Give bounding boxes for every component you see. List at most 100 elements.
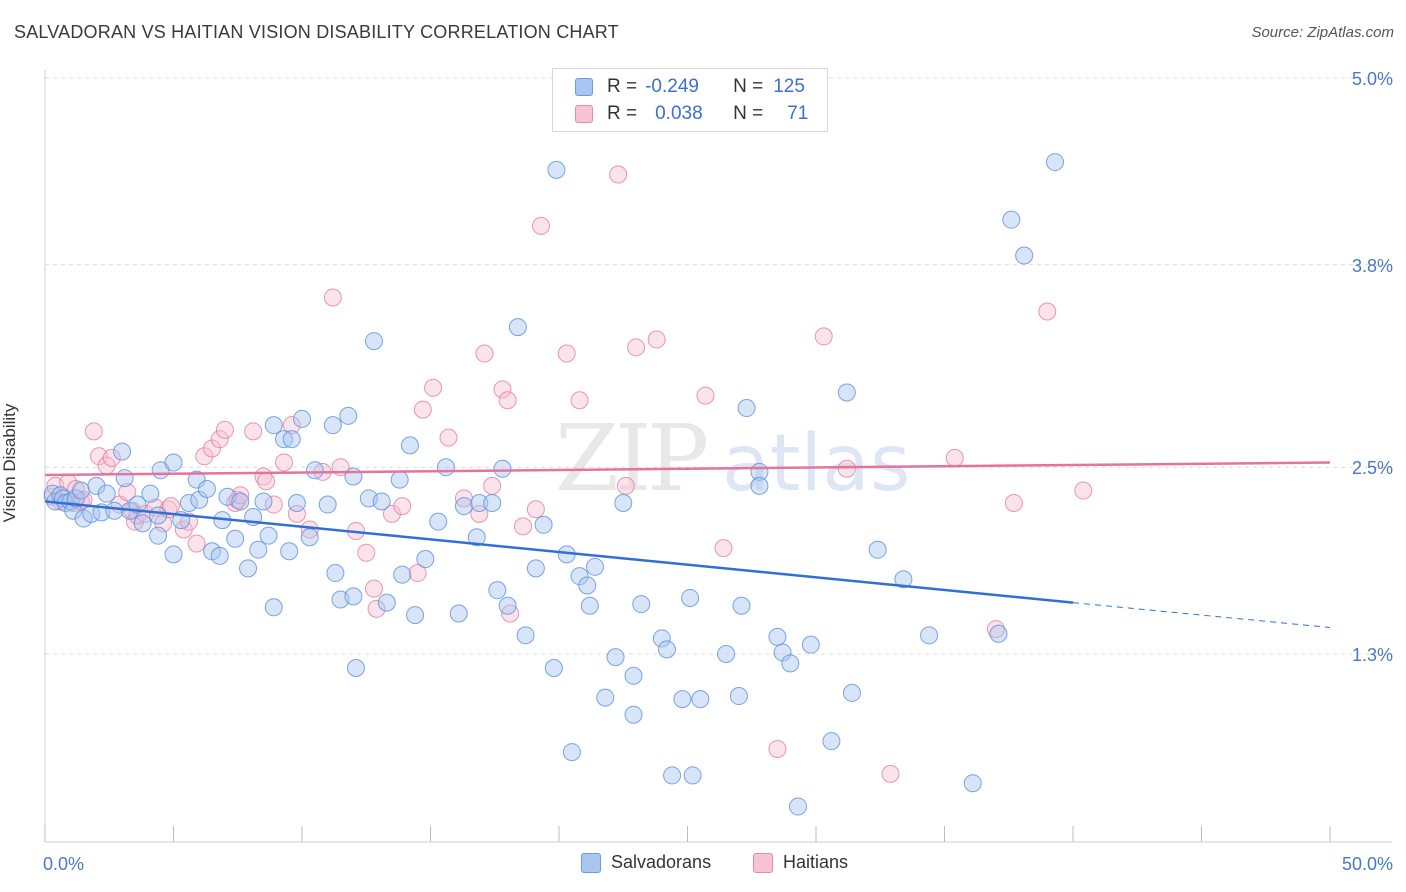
haitian-point <box>881 764 900 783</box>
haitian-point <box>323 288 342 307</box>
watermark-atlas: atlas <box>722 419 911 509</box>
salvadoran-point <box>164 545 183 564</box>
salvadoran-point <box>578 576 597 595</box>
haitian-point <box>203 439 222 458</box>
salvadoran-point <box>737 399 756 418</box>
haitian-point <box>282 416 301 435</box>
haitian-point <box>1074 481 1093 500</box>
haitian-point <box>102 448 121 467</box>
haitian-point <box>84 422 103 441</box>
salvadoran-point <box>231 492 250 511</box>
salvadoran-point <box>264 598 283 617</box>
salvadoran-point <box>570 567 589 586</box>
x-tick-label: 0.0% <box>43 854 84 874</box>
bottom-legend-salvadorans: Salvadorans <box>581 852 711 873</box>
salvadoran-point <box>390 470 409 489</box>
salvadoran-point <box>488 581 507 600</box>
trend-lines <box>44 461 1331 629</box>
salvadoran-point <box>483 493 502 512</box>
salvadoran-point <box>467 528 486 547</box>
salvadoran-point <box>717 645 736 663</box>
salvadoran-point <box>406 606 425 625</box>
haitian-point <box>424 378 443 397</box>
haitian-point <box>514 517 533 536</box>
salvadoran-point <box>894 570 913 589</box>
salvadoran-point <box>585 557 604 576</box>
salvadoran-point <box>346 659 365 678</box>
legend-n-label: N = <box>733 76 764 97</box>
salvadoran-point <box>470 493 489 512</box>
watermark-zip: ZIP <box>555 405 706 512</box>
salvadoran-point <box>837 383 856 402</box>
salvadoran-point <box>323 416 342 435</box>
haitian-point <box>945 448 964 467</box>
legend-r-value: -0.249 <box>645 76 699 97</box>
salvadoran-point <box>547 160 566 179</box>
haitian-point <box>264 495 283 514</box>
haitian-point <box>647 330 666 349</box>
salvadoran-point <box>454 497 473 516</box>
salvadoran-point <box>768 627 787 646</box>
haitian-point <box>470 504 489 523</box>
haitian-point <box>616 476 635 495</box>
salvadoran-point <box>275 430 294 449</box>
salvadoran-point <box>801 635 820 654</box>
haitian-point <box>357 543 376 562</box>
salvadoran-point <box>534 515 553 534</box>
chart-title: SALVADORAN VS HAITIAN VISION DISABILITY … <box>14 22 619 42</box>
tick-labels: 1.3% 2.5% 3.8% 5.0% 0.0% 50.0% <box>43 69 1393 874</box>
salvadoran-point <box>989 624 1008 643</box>
haitian-point <box>210 430 229 449</box>
legend-swatch-salvadorans <box>575 78 593 96</box>
salvadoran-point <box>508 318 527 337</box>
haitian-point <box>244 422 263 441</box>
salvadoran-point <box>210 546 229 565</box>
salvadoran-point <box>781 654 800 673</box>
haitian-point <box>627 338 646 357</box>
salvadoran-point <box>732 596 751 615</box>
salvadoran-point <box>1046 153 1065 172</box>
haitian-point <box>393 497 412 516</box>
salvadoran-point <box>498 596 517 615</box>
bottom-swatch-salvadorans <box>581 852 601 873</box>
salvadoran-point <box>416 550 435 569</box>
salvadoran-point <box>149 526 168 545</box>
haitian-point <box>413 400 432 419</box>
salvadoran-point <box>179 493 198 512</box>
haitian-point <box>526 500 545 519</box>
haitian-point <box>986 620 1005 639</box>
salvadoran-point <box>393 565 412 584</box>
bottom-legend-label: Haitians <box>783 852 849 872</box>
salvadoran-point <box>789 797 808 816</box>
salvadoran-point <box>164 453 183 472</box>
haitian-point <box>696 386 715 405</box>
haitian-point <box>570 391 589 410</box>
salvadoran-point <box>149 506 168 525</box>
salvadoran-point <box>293 409 311 428</box>
axes <box>44 70 1392 843</box>
salvadoran-point <box>113 442 132 461</box>
salvadoran-point <box>920 626 939 645</box>
haitian-point <box>118 483 137 502</box>
haitian-point <box>231 486 250 505</box>
haitian-point <box>557 344 576 363</box>
salvadoran-point <box>673 690 692 709</box>
haitian-point <box>257 472 276 491</box>
haitian-point <box>408 564 427 583</box>
salvadoran-point <box>691 690 710 709</box>
salvadoran-point <box>1002 210 1021 229</box>
salvadoran-point <box>544 659 563 678</box>
haitian-point <box>195 447 214 466</box>
salvadoran-point <box>624 705 643 724</box>
haitian-point <box>287 504 306 523</box>
bottom-legend-label: Salvadorans <box>611 852 712 872</box>
legend-r-label: R = <box>607 76 638 97</box>
salvadoran-point <box>239 559 258 578</box>
watermark: ZIP atlas <box>555 405 911 512</box>
gridlines <box>45 77 1392 655</box>
salvadoran-point <box>364 332 383 351</box>
salvadoran-point <box>652 629 671 648</box>
chart-source: Source: ZipAtlas.com <box>1251 24 1394 41</box>
correlation-legend: R = -0.249 N = 125 R = 0.038 N = 71 <box>552 68 828 132</box>
